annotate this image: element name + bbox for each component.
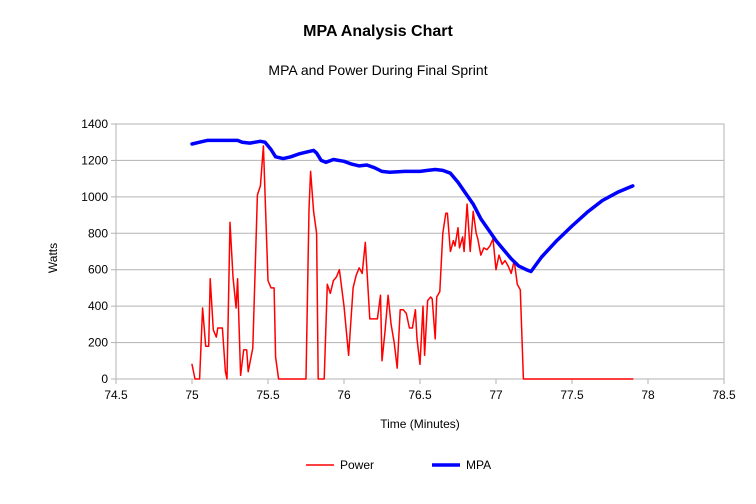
- chart-title: MPA Analysis Chart: [303, 23, 453, 40]
- legend-label-mpa: MPA: [466, 458, 491, 472]
- legend-label-power: Power: [340, 458, 374, 472]
- y-tick-label: 1200: [81, 153, 108, 167]
- series-line-mpa: [190, 138, 635, 274]
- x-tick-label: 77.5: [560, 388, 584, 402]
- x-tick-label: 76.5: [408, 388, 432, 402]
- x-tick-label: 78: [641, 388, 655, 402]
- x-axis-label: Time (Minutes): [380, 417, 460, 431]
- y-tick-label: 800: [88, 226, 108, 240]
- axis-ticks: 0 200 400 600 800 1000 1200 1400 74.5 75 75.5 76 76.…: [81, 117, 736, 402]
- y-tick-label: 1000: [81, 190, 108, 204]
- y-tick-label: 200: [88, 336, 108, 350]
- legend: Power MPA: [306, 458, 491, 472]
- plot-area-border: [115, 123, 725, 380]
- y-tick-label: 400: [88, 299, 108, 313]
- x-tick-label: 77: [489, 388, 503, 402]
- y-axis-label: Watts: [46, 243, 60, 273]
- y-tick-label: 1400: [81, 117, 108, 131]
- x-tick-label: 76: [337, 388, 351, 402]
- x-tick-label: 78.5: [712, 388, 736, 402]
- y-tick-label: 0: [101, 372, 108, 386]
- y-tick-label: 600: [88, 263, 108, 277]
- chart-subtitle: MPA and Power During Final Sprint: [268, 62, 487, 78]
- series-lines: [190, 138, 635, 380]
- x-tick-label: 74.5: [104, 388, 128, 402]
- x-tick-label: 75.5: [256, 388, 280, 402]
- x-tick-label: 75: [185, 388, 199, 402]
- gridlines: [116, 123, 724, 380]
- series-line-power: [191, 145, 634, 380]
